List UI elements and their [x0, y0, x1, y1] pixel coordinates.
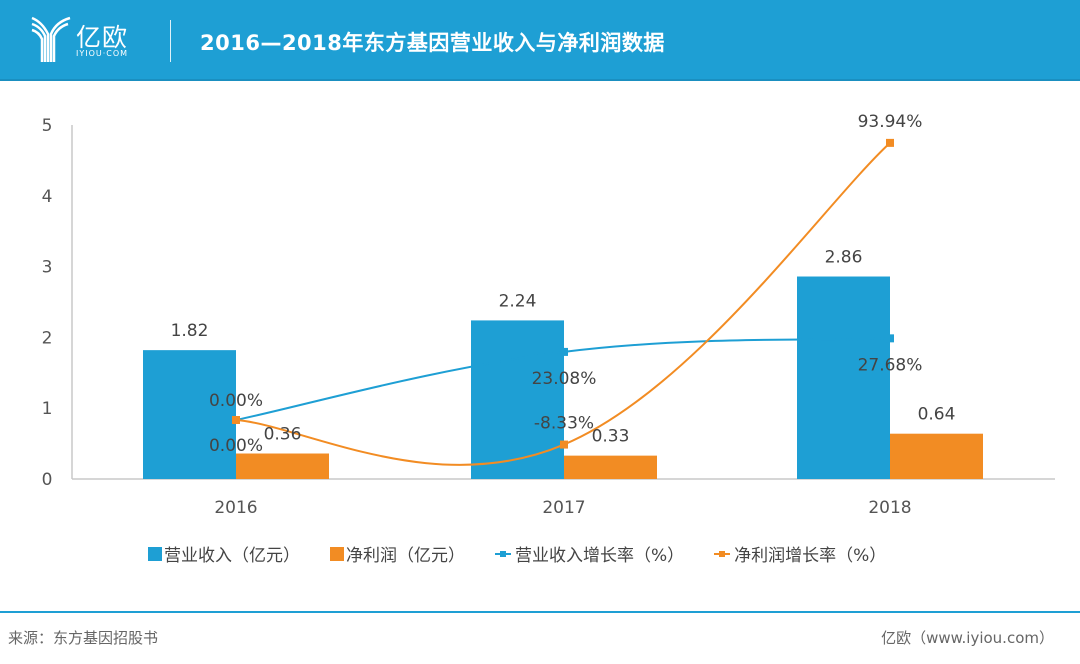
legend-label: 净利润（亿元）: [346, 546, 465, 566]
line-data-label: -8.33%: [534, 414, 594, 434]
bar-profit: [236, 453, 329, 479]
line-marker: [560, 440, 568, 449]
legend: 营业收入（亿元） 净利润（亿元） 营业收入增长率（%） 净利润增长率（%）: [148, 541, 916, 566]
line-data-label: 23.08%: [532, 369, 597, 389]
data-labels: 1.82 2.24 2.86 0.36 0.33 0.64 0.00% 23.08% 27.68…: [171, 112, 956, 456]
bar-data-label: 2.24: [499, 291, 537, 311]
chart: 0 1 2 3 4 5 2016 2017 2018 1.82 2.24 2.86 0.36 0.33…: [42, 112, 1055, 518]
x-axis-ticks: 2016 2017 2018: [214, 498, 911, 518]
y-tick-label: 5: [42, 116, 53, 136]
bar-data-label: 0.36: [264, 425, 302, 445]
line-data-label: 93.94%: [858, 112, 923, 132]
credit-note: 亿欧（www.iyiou.com）: [881, 629, 1054, 647]
logo-text: 亿欧: [76, 23, 129, 52]
header-divider: [170, 20, 171, 62]
bar-data-label: 2.86: [825, 248, 863, 268]
header-bar: [0, 0, 1080, 80]
legend-item-revenue: 营业收入（亿元）: [148, 541, 300, 566]
legend-label: 营业收入增长率（%）: [515, 546, 685, 566]
line-data-label: 0.00%: [209, 436, 263, 456]
bar-profit: [564, 455, 657, 479]
page-title: 2016—2018年东方基因营业收入与净利润数据: [200, 31, 665, 55]
legend-swatch-profit: [330, 546, 344, 561]
line-profit-growth: [235, 142, 891, 466]
line-data-label: 27.68%: [858, 355, 923, 375]
legend-item-revenue-growth: 营业收入增长率（%）: [495, 541, 684, 566]
logo-subtext: IYIOU·COM: [76, 49, 129, 58]
bar-data-label: 0.33: [592, 427, 630, 447]
x-tick-label: 2018: [868, 498, 911, 518]
legend-label: 营业收入（亿元）: [164, 546, 300, 566]
x-tick-label: 2017: [542, 498, 585, 518]
bars: [143, 276, 983, 479]
logo: 亿欧 IYIOU·COM: [30, 14, 150, 64]
bar-revenue: [471, 320, 564, 479]
legend-label: 净利润增长率（%）: [734, 546, 887, 566]
bar-revenue: [797, 276, 890, 479]
y-axis-ticks: 0 1 2 3 4 5: [42, 116, 53, 490]
line-marker: [232, 416, 240, 424]
growth-lines: [232, 138, 894, 466]
logo-y-icon: [31, 16, 71, 62]
bar-data-label: 1.82: [171, 321, 209, 341]
y-tick-label: 0: [42, 470, 53, 490]
line-data-label: 0.00%: [209, 391, 263, 411]
bar-revenue: [143, 350, 236, 479]
source-note: 来源：东方基因招股书: [8, 629, 159, 647]
line-marker: [886, 334, 894, 343]
header-border: [0, 79, 1080, 81]
line-marker: [886, 138, 894, 147]
y-tick-label: 3: [42, 258, 53, 278]
legend-swatch-revenue: [148, 546, 162, 561]
bar-profit: [890, 433, 983, 479]
footer-divider: [0, 611, 1080, 613]
line-marker: [560, 347, 568, 356]
legend-swatch-revenue-growth: [495, 547, 511, 561]
y-tick-label: 1: [42, 399, 53, 419]
bar-data-label: 0.64: [918, 405, 956, 425]
y-tick-label: 2: [42, 328, 53, 348]
legend-item-profit: 净利润（亿元）: [330, 541, 465, 566]
legend-swatch-profit-growth: [714, 547, 731, 561]
y-tick-label: 4: [42, 187, 53, 207]
legend-item-profit-growth: 净利润增长率（%）: [714, 541, 886, 566]
x-tick-label: 2016: [214, 498, 257, 518]
